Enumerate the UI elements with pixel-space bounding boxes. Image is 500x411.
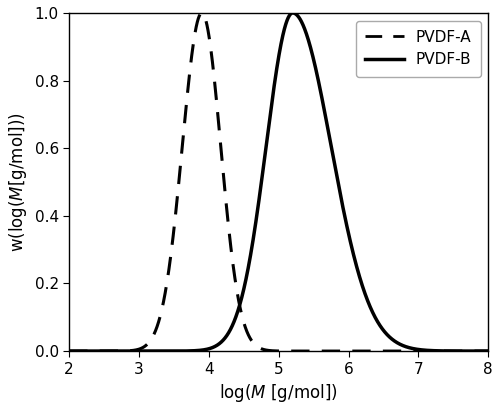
PVDF-A xyxy=(485,349,491,353)
PVDF-A xyxy=(199,10,205,15)
PVDF-B xyxy=(485,349,491,353)
PVDF-A xyxy=(114,349,120,353)
PVDF-B xyxy=(245,266,251,271)
PVDF-A xyxy=(245,332,251,337)
X-axis label: log($M$ [g/mol]): log($M$ [g/mol]) xyxy=(220,382,338,404)
PVDF-A xyxy=(432,349,438,353)
PVDF-A xyxy=(227,238,233,242)
PVDF-B xyxy=(290,10,296,15)
PVDF-B xyxy=(227,328,233,333)
PVDF-A xyxy=(139,346,145,351)
Line: PVDF-A: PVDF-A xyxy=(69,13,488,351)
PVDF-A xyxy=(66,349,72,353)
PVDF-B xyxy=(114,349,120,353)
PVDF-B xyxy=(66,349,72,353)
PVDF-B xyxy=(139,349,145,353)
Legend: PVDF-A, PVDF-B: PVDF-A, PVDF-B xyxy=(356,21,480,76)
Line: PVDF-B: PVDF-B xyxy=(69,13,488,351)
Y-axis label: w(log($M$[g/mol])): w(log($M$[g/mol])) xyxy=(7,112,29,252)
PVDF-B xyxy=(432,348,438,353)
PVDF-A xyxy=(477,349,483,353)
PVDF-B xyxy=(477,349,483,353)
